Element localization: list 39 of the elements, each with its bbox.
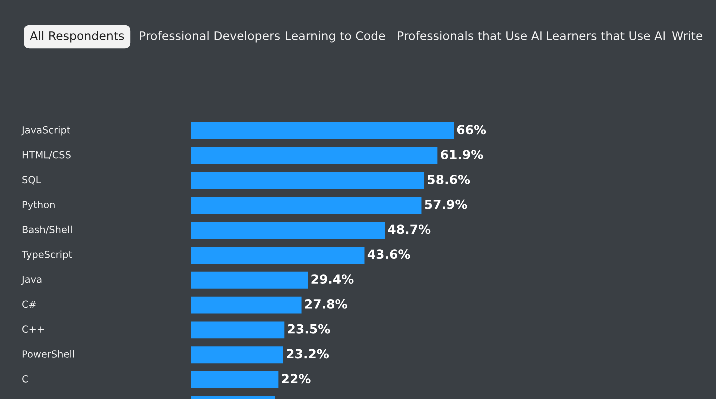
y-tick-label: JavaScript bbox=[21, 126, 70, 136]
data-label: 43.6% bbox=[368, 250, 410, 260]
bar bbox=[191, 197, 422, 214]
text: All Respondents bbox=[30, 31, 124, 43]
y-tick-label: Python bbox=[22, 200, 55, 210]
bar bbox=[191, 272, 308, 289]
y-tick-label: C# bbox=[22, 300, 36, 308]
data-label: 22% bbox=[282, 374, 311, 384]
bar bbox=[191, 247, 365, 264]
data-label: 27.8% bbox=[305, 299, 348, 309]
data-label: 23.2% bbox=[287, 349, 330, 359]
bar bbox=[191, 222, 386, 240]
text: Learning to Code bbox=[286, 31, 386, 43]
text: Learners that Use AI bbox=[547, 31, 665, 40]
bar bbox=[191, 122, 454, 140]
data-label: 61.9% bbox=[441, 150, 484, 160]
data-label: 66% bbox=[457, 125, 486, 135]
y-tick-label: Java bbox=[21, 276, 42, 286]
bar bbox=[191, 346, 284, 364]
y-tick-label: HTML/CSS bbox=[22, 151, 71, 160]
y-tick-label: SQL bbox=[22, 176, 42, 185]
y-tick-label: Bash/Shell bbox=[22, 226, 72, 234]
y-tick-label: TypeScript bbox=[22, 250, 72, 260]
bar bbox=[191, 322, 285, 339]
text: Professionals that Use AI bbox=[398, 31, 542, 40]
bar bbox=[191, 172, 425, 190]
text: Professional Developers bbox=[140, 31, 280, 43]
bar bbox=[191, 147, 438, 164]
bar bbox=[191, 296, 302, 314]
data-label: 58.6% bbox=[428, 174, 470, 184]
data-label: 48.7% bbox=[388, 224, 431, 234]
data-label: 29.4% bbox=[312, 274, 354, 284]
y-tick-label: PowerShell bbox=[22, 350, 74, 358]
y-tick-label: C bbox=[22, 375, 28, 383]
text: Write bbox=[672, 31, 703, 40]
bar bbox=[191, 372, 279, 388]
y-tick-label: C++ bbox=[22, 326, 44, 334]
data-label: 57.9% bbox=[425, 200, 468, 210]
data-label: 23.5% bbox=[288, 324, 330, 334]
